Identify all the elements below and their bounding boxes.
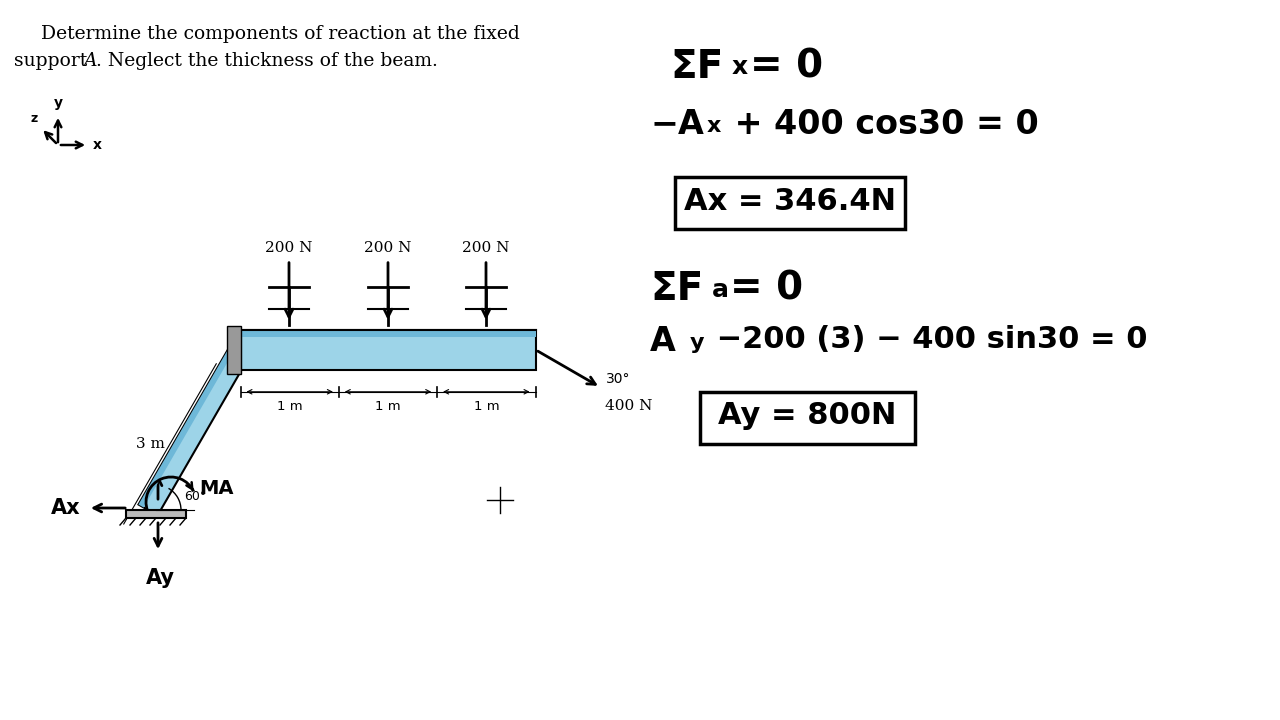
- Text: Ay: Ay: [146, 568, 174, 588]
- Text: Ax: Ax: [51, 498, 81, 518]
- Text: + 400 cos30 = 0: + 400 cos30 = 0: [723, 108, 1039, 141]
- Text: y: y: [54, 96, 63, 110]
- Text: Ax = 346.4N: Ax = 346.4N: [684, 186, 896, 215]
- Text: Determine the components of reaction at the fixed: Determine the components of reaction at …: [41, 25, 520, 43]
- Text: 200 N: 200 N: [265, 240, 312, 255]
- Text: 400 N: 400 N: [605, 400, 653, 413]
- Bar: [700, 392, 915, 444]
- Text: 1 m: 1 m: [375, 400, 401, 413]
- Bar: [675, 177, 905, 229]
- Polygon shape: [138, 344, 237, 508]
- Text: = 0: = 0: [750, 48, 823, 86]
- Text: A: A: [650, 325, 676, 358]
- Polygon shape: [138, 344, 250, 516]
- Text: x: x: [707, 116, 722, 136]
- Bar: [227, 325, 241, 374]
- Bar: [241, 330, 535, 337]
- Text: a: a: [712, 278, 730, 302]
- Text: = 0: = 0: [730, 270, 803, 308]
- Text: 3 m: 3 m: [136, 437, 165, 451]
- Text: ΣF: ΣF: [669, 48, 723, 86]
- Text: y: y: [690, 333, 704, 353]
- Text: 1 m: 1 m: [474, 400, 499, 413]
- Text: 1 m: 1 m: [276, 400, 302, 413]
- Text: 30°: 30°: [605, 372, 630, 387]
- Text: −A: −A: [650, 108, 704, 141]
- Text: A: A: [83, 52, 96, 70]
- Text: . Neglect the thickness of the beam.: . Neglect the thickness of the beam.: [96, 52, 438, 70]
- Text: 200 N: 200 N: [365, 240, 412, 255]
- Text: ΣF: ΣF: [650, 270, 703, 308]
- Text: 200 N: 200 N: [462, 240, 509, 255]
- Text: x: x: [93, 138, 102, 152]
- Text: z: z: [31, 112, 38, 125]
- Bar: [241, 330, 535, 370]
- Text: MA: MA: [198, 479, 233, 498]
- Text: x: x: [732, 55, 748, 79]
- Bar: [125, 510, 186, 518]
- Text: 60°: 60°: [184, 490, 206, 503]
- Text: −200 (3) − 400 sin30 = 0: −200 (3) − 400 sin30 = 0: [707, 325, 1147, 354]
- Text: Ay = 800N: Ay = 800N: [718, 402, 897, 431]
- Text: support: support: [14, 52, 93, 70]
